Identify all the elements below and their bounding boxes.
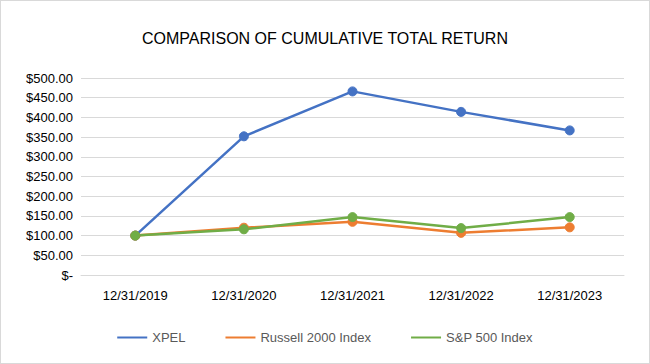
svg-text:$250.00: $250.00 [26, 169, 73, 184]
svg-text:12/31/2021: 12/31/2021 [320, 288, 385, 303]
svg-text:$150.00: $150.00 [26, 208, 73, 223]
svg-text:$300.00: $300.00 [26, 149, 73, 164]
svg-text:12/31/2023: 12/31/2023 [537, 288, 602, 303]
svg-text:$-: $- [61, 268, 73, 283]
svg-text:$500.00: $500.00 [26, 71, 73, 86]
svg-text:XPEL: XPEL [152, 330, 185, 345]
svg-text:Russell 2000 Index: Russell 2000 Index [260, 330, 371, 345]
svg-text:12/31/2020: 12/31/2020 [211, 288, 276, 303]
svg-text:COMPARISON OF CUMULATIVE TOTAL: COMPARISON OF CUMULATIVE TOTAL RETURN [142, 30, 508, 47]
svg-text:$100.00: $100.00 [26, 228, 73, 243]
svg-text:12/31/2019: 12/31/2019 [103, 288, 168, 303]
svg-text:$400.00: $400.00 [26, 110, 73, 125]
svg-text:12/31/2022: 12/31/2022 [429, 288, 494, 303]
svg-text:$200.00: $200.00 [26, 189, 73, 204]
svg-text:$350.00: $350.00 [26, 130, 73, 145]
svg-text:$50.00: $50.00 [33, 248, 73, 263]
svg-text:$450.00: $450.00 [26, 90, 73, 105]
svg-text:S&P 500 Index: S&P 500 Index [446, 330, 533, 345]
